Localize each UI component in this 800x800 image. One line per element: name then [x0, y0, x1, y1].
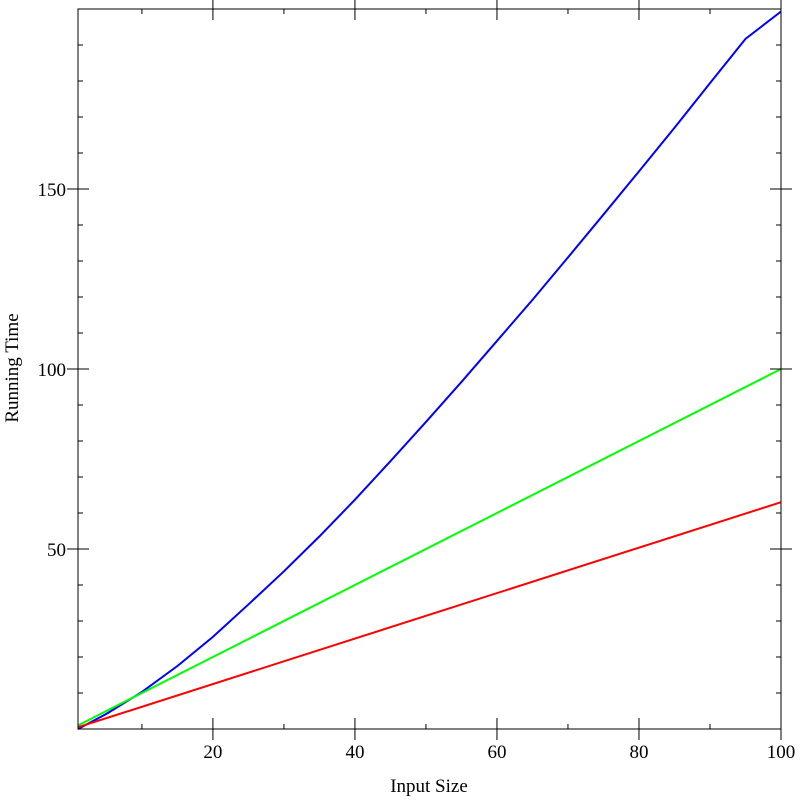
x-axis-label: Input Size: [390, 776, 468, 797]
series-line-3: [77, 501, 782, 729]
series-layer: [77, 10, 782, 730]
y-axis-label: Running Time: [2, 313, 23, 422]
y-tick-label: 100: [38, 360, 67, 381]
x-tick-label: 80: [629, 742, 648, 763]
x-tick-label: 100: [767, 742, 796, 763]
x-tick-label: 20: [203, 742, 222, 763]
x-tick-label: 40: [345, 742, 364, 763]
y-tick-label: 50: [47, 540, 66, 561]
y-tick-label: 150: [38, 180, 67, 201]
series-line-1: [77, 10, 782, 730]
plot-frame: [77, 8, 782, 730]
ticks-layer: 20 40 60 80 100 50 100 150: [38, 0, 796, 763]
series-line-2: [77, 368, 782, 727]
x-tick-label: 60: [487, 742, 506, 763]
